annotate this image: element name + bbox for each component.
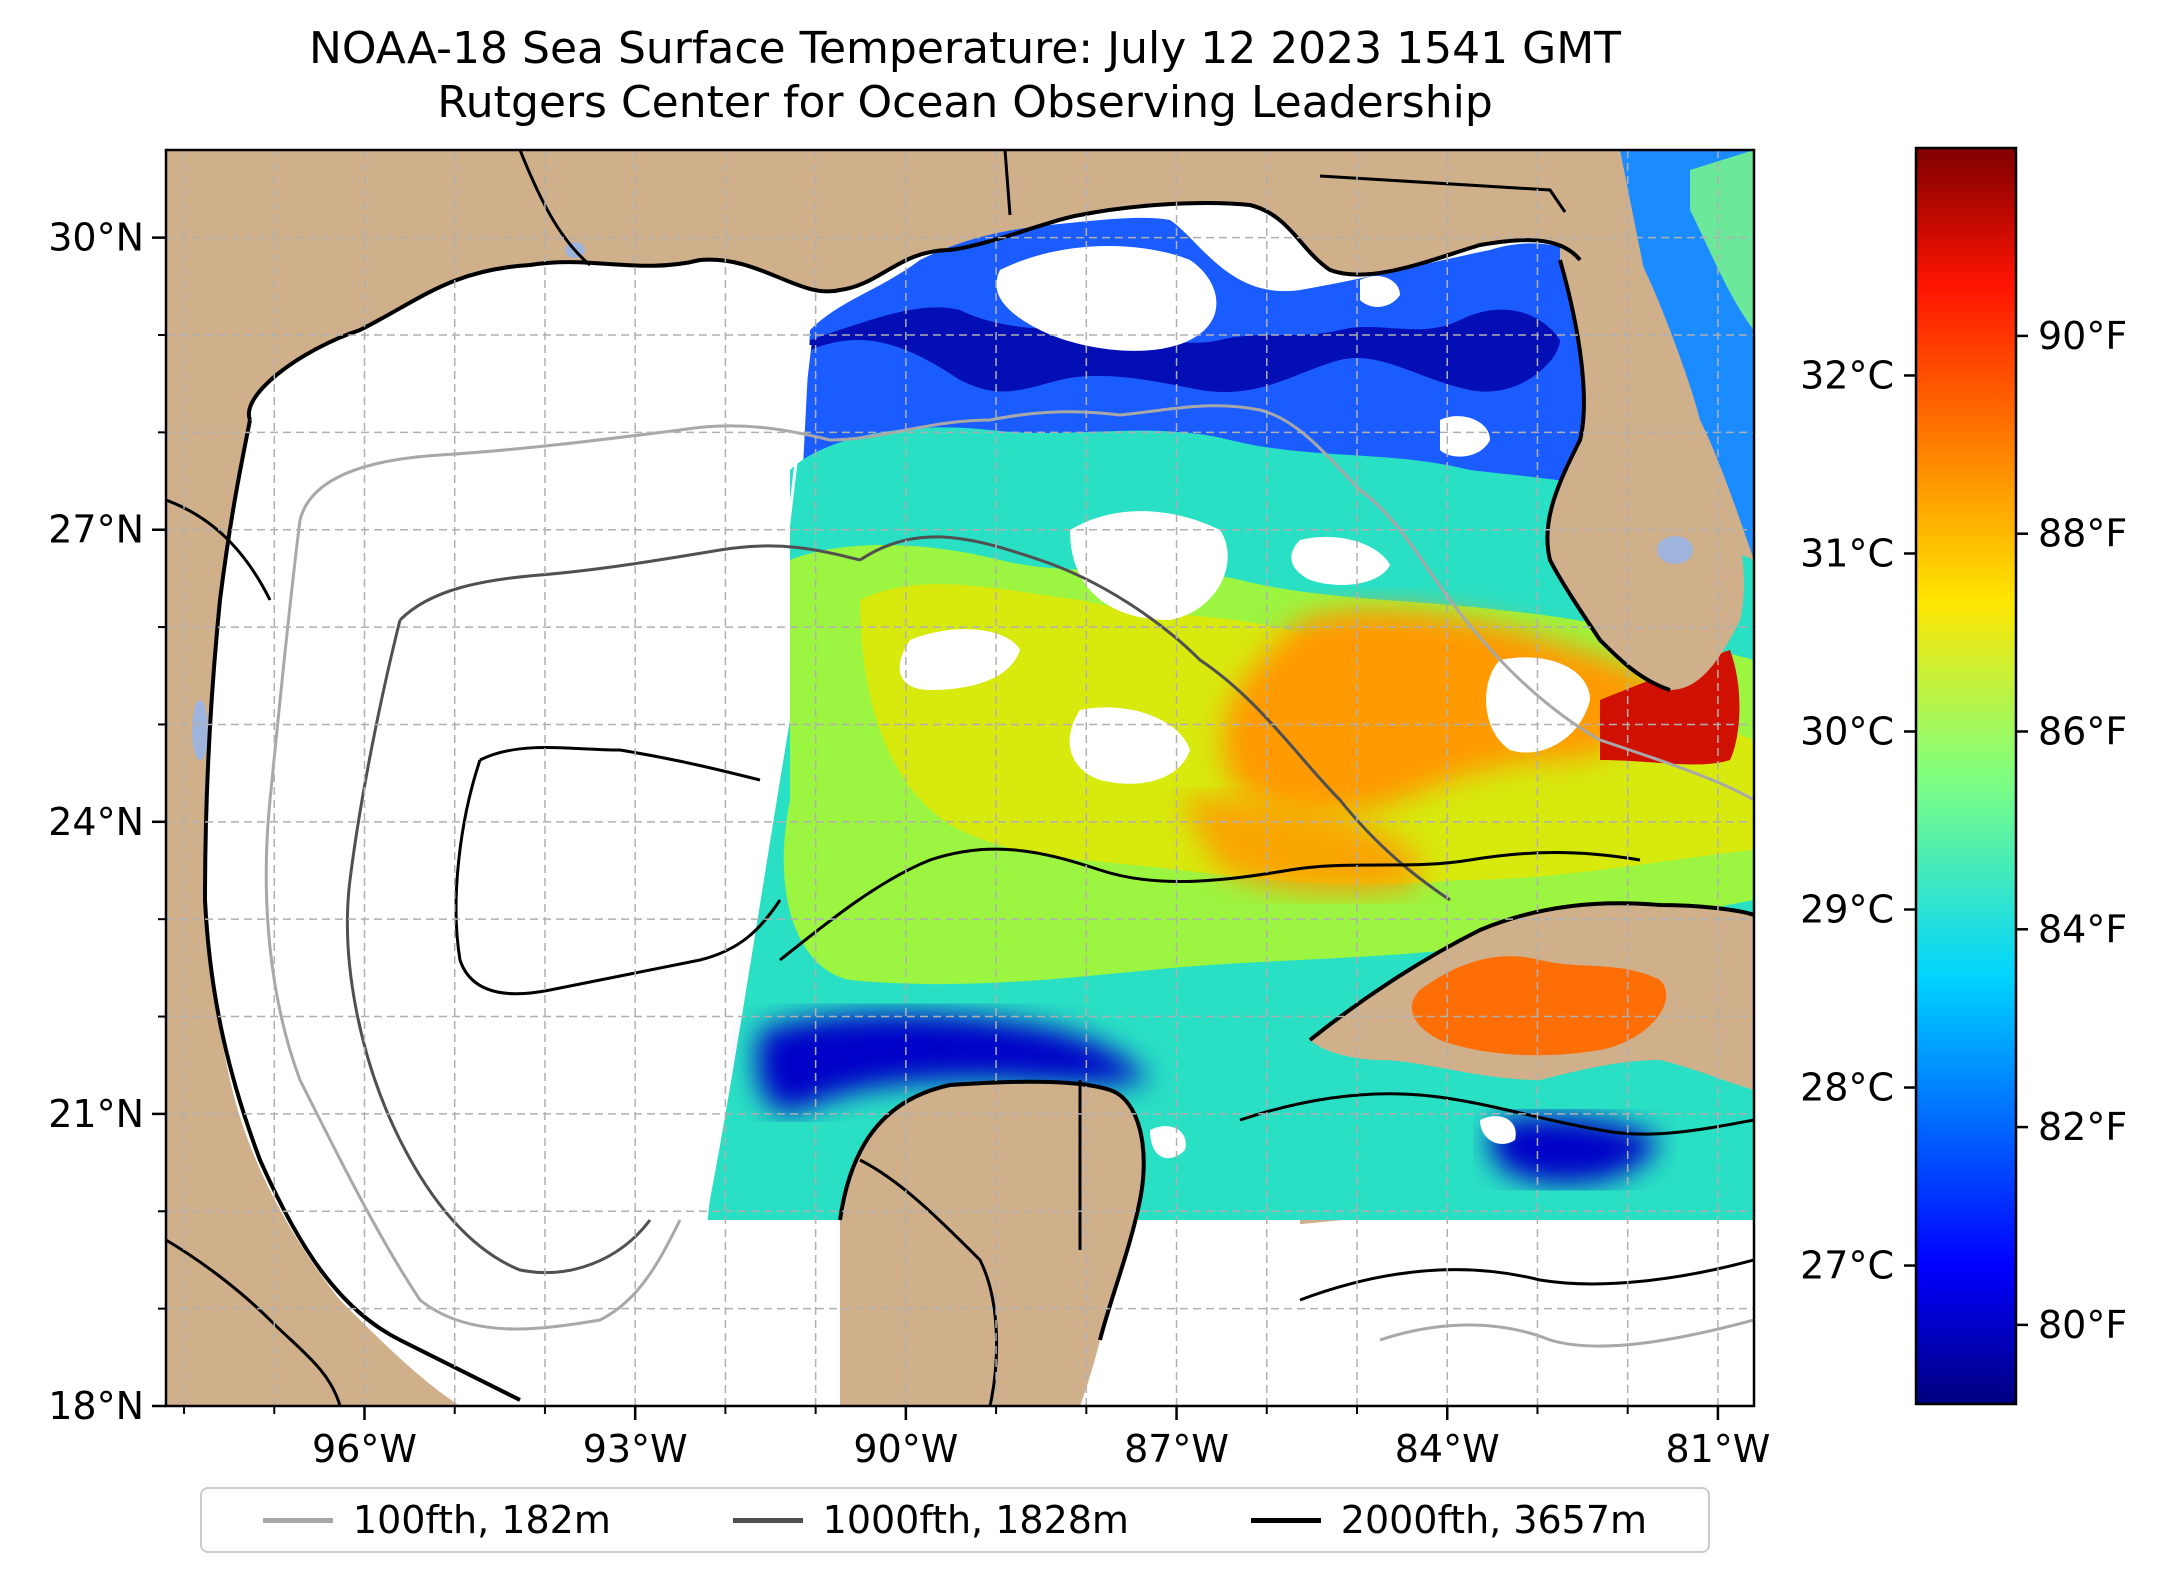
colorbar-c-label: 30°C (1800, 709, 1894, 753)
legend-label-1000fth: 1000fth, 1828m (822, 1498, 1129, 1542)
grid (166, 150, 1754, 1406)
x-tick-label: 90°W (853, 1427, 958, 1471)
colorbar (1914, 146, 2018, 1406)
legend-item-1000fth: 1000fth, 1828m (732, 1498, 1129, 1542)
colorbar-ticks: 80°F 82°F 84°F 86°F 88°F 90°F 27°C 28°C 29°C 30°C… (1800, 314, 2127, 1347)
colorbar-c-label: 27°C (1800, 1244, 1894, 1288)
y-tick-label: 24°N (48, 800, 144, 844)
x-tick-label: 84°W (1395, 1427, 1500, 1471)
swath-edge (704, 344, 812, 1221)
colorbar-c-label: 31°C (1800, 531, 1894, 575)
colorbar-c-label: 32°C (1800, 353, 1894, 397)
cuba-sst-patch (1411, 956, 1667, 1056)
map-frame (164, 148, 1756, 1408)
bathymetry-contours (264, 404, 1754, 1348)
x-tick-label: 87°W (1124, 1427, 1229, 1471)
legend-label-2000fth: 2000fth, 3657m (1340, 1498, 1648, 1542)
lagoon (192, 700, 208, 760)
colorbar-c-label: 29°C (1800, 888, 1894, 932)
caribbean-water (1220, 1180, 1754, 1406)
x-tick-label: 81°W (1665, 1427, 1770, 1471)
axis-ticks: 96°W 93°W 90°W 87°W 84°W 81°W 18°N 21°N 24°N 27°N… (48, 216, 1770, 1471)
colorbar-f-label: 90°F (2038, 314, 2127, 358)
y-tick-label: 27°N (48, 508, 144, 552)
lake-okeechobee (1657, 536, 1693, 564)
map-subtitle: Rutgers Center for Ocean Observing Leade… (437, 77, 1493, 128)
colorbar-f-label: 84°F (2038, 907, 2127, 951)
colorbar-f-label: 88°F (2038, 512, 2127, 556)
florida-peninsula (1547, 150, 1744, 690)
legend-label-100fth: 100fth, 182m (352, 1498, 611, 1542)
legend-item-2000fth: 2000fth, 3657m (1250, 1498, 1648, 1542)
legend-item-100fth: 100fth, 182m (262, 1498, 611, 1542)
legend-swatch-100fth (262, 1517, 333, 1523)
colorbar-f-label: 86°F (2038, 709, 2127, 753)
colorbar-f-label: 80°F (2038, 1303, 2127, 1347)
colorbar-f-label: 82°F (2038, 1105, 2127, 1149)
y-tick-label: 18°N (48, 1384, 144, 1428)
x-tick-label: 93°W (583, 1427, 688, 1471)
y-tick-label: 21°N (48, 1092, 144, 1136)
legend-swatch-2000fth (1250, 1517, 1321, 1523)
map-area (166, 150, 1754, 1406)
yucatan-peninsula (840, 1081, 1144, 1406)
map-title: NOAA-18 Sea Surface Temperature: July 12… (308, 23, 1622, 74)
colorbar-c-label: 28°C (1800, 1066, 1894, 1110)
y-tick-label: 30°N (48, 216, 144, 260)
legend-swatch-1000fth (732, 1517, 803, 1523)
contour-legend: 100fth, 182m 1000fth, 1828m 2000fth, 365… (200, 1487, 1710, 1553)
x-tick-label: 96°W (312, 1427, 417, 1471)
